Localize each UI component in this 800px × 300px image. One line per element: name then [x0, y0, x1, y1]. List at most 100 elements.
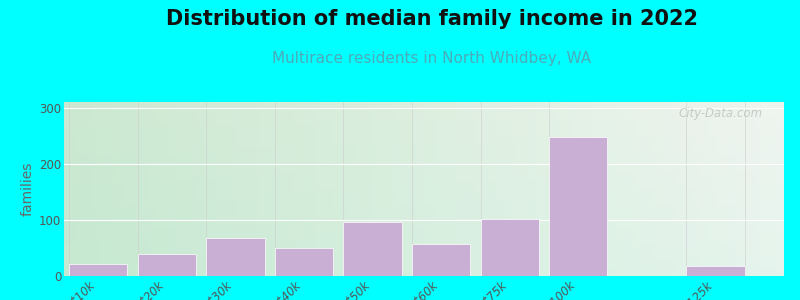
Bar — [302, 102, 306, 276]
Bar — [168, 102, 172, 276]
Bar — [474, 102, 478, 276]
Bar — [204, 102, 208, 276]
Bar — [64, 116, 784, 119]
Bar — [269, 102, 273, 276]
Bar — [96, 102, 100, 276]
Bar — [222, 102, 226, 276]
Bar — [64, 123, 784, 126]
Bar — [64, 140, 784, 144]
Y-axis label: families: families — [21, 162, 35, 216]
Bar — [338, 102, 342, 276]
Bar — [284, 102, 287, 276]
Bar — [64, 112, 784, 116]
Bar — [366, 102, 370, 276]
Bar — [349, 102, 352, 276]
Bar — [412, 244, 470, 276]
Bar — [179, 102, 182, 276]
Bar — [64, 109, 784, 112]
Bar — [244, 102, 248, 276]
Bar — [470, 102, 474, 276]
Bar — [549, 137, 607, 276]
Bar — [773, 102, 777, 276]
Bar — [138, 254, 196, 276]
Bar — [453, 102, 456, 276]
Bar — [266, 102, 270, 276]
Bar — [359, 102, 363, 276]
Bar — [64, 133, 784, 137]
Bar — [762, 102, 766, 276]
Bar — [186, 102, 190, 276]
Bar — [277, 102, 280, 276]
Bar — [532, 102, 536, 276]
Bar — [536, 102, 539, 276]
Bar — [74, 102, 78, 276]
Bar — [428, 102, 431, 276]
Bar — [370, 102, 374, 276]
Bar — [64, 227, 784, 231]
Bar — [64, 252, 784, 255]
Bar — [64, 217, 784, 220]
Bar — [64, 151, 784, 154]
Bar — [172, 102, 176, 276]
Bar — [604, 102, 608, 276]
Bar — [766, 102, 770, 276]
Bar — [215, 102, 218, 276]
Bar — [679, 102, 683, 276]
Bar — [410, 102, 413, 276]
Bar — [146, 102, 150, 276]
Bar — [384, 102, 388, 276]
Bar — [388, 102, 392, 276]
Bar — [64, 172, 784, 175]
Bar — [78, 102, 82, 276]
Bar — [158, 102, 161, 276]
Bar — [456, 102, 460, 276]
Bar — [362, 102, 366, 276]
Bar — [507, 102, 510, 276]
Bar — [597, 102, 600, 276]
Bar — [755, 102, 759, 276]
Bar — [309, 102, 313, 276]
Bar — [107, 102, 110, 276]
Bar — [478, 102, 482, 276]
Bar — [676, 102, 680, 276]
Bar — [298, 102, 302, 276]
Bar — [89, 102, 93, 276]
Bar — [206, 238, 265, 276]
Bar — [139, 102, 143, 276]
Bar — [342, 102, 345, 276]
Bar — [125, 102, 129, 276]
Bar — [287, 102, 291, 276]
Bar — [582, 102, 586, 276]
Bar — [136, 102, 139, 276]
Bar — [594, 102, 597, 276]
Bar — [489, 102, 492, 276]
Bar — [726, 102, 730, 276]
Bar — [715, 102, 719, 276]
Bar — [406, 102, 410, 276]
Bar — [651, 102, 654, 276]
Bar — [637, 102, 640, 276]
Bar — [64, 158, 784, 161]
Bar — [345, 102, 349, 276]
Bar — [64, 200, 784, 203]
Bar — [611, 102, 615, 276]
Bar — [290, 102, 294, 276]
Bar — [67, 102, 71, 276]
Bar — [316, 102, 320, 276]
Bar — [64, 245, 784, 248]
Bar — [262, 102, 266, 276]
Bar — [64, 193, 784, 196]
Bar — [522, 102, 525, 276]
Bar — [442, 102, 446, 276]
Bar — [525, 102, 528, 276]
Bar — [93, 102, 96, 276]
Bar — [481, 219, 539, 276]
Bar — [100, 102, 104, 276]
Bar — [421, 102, 424, 276]
Bar — [64, 255, 784, 259]
Bar — [182, 102, 186, 276]
Bar — [777, 102, 781, 276]
Bar — [64, 168, 784, 172]
Bar — [719, 102, 723, 276]
Bar — [306, 102, 309, 276]
